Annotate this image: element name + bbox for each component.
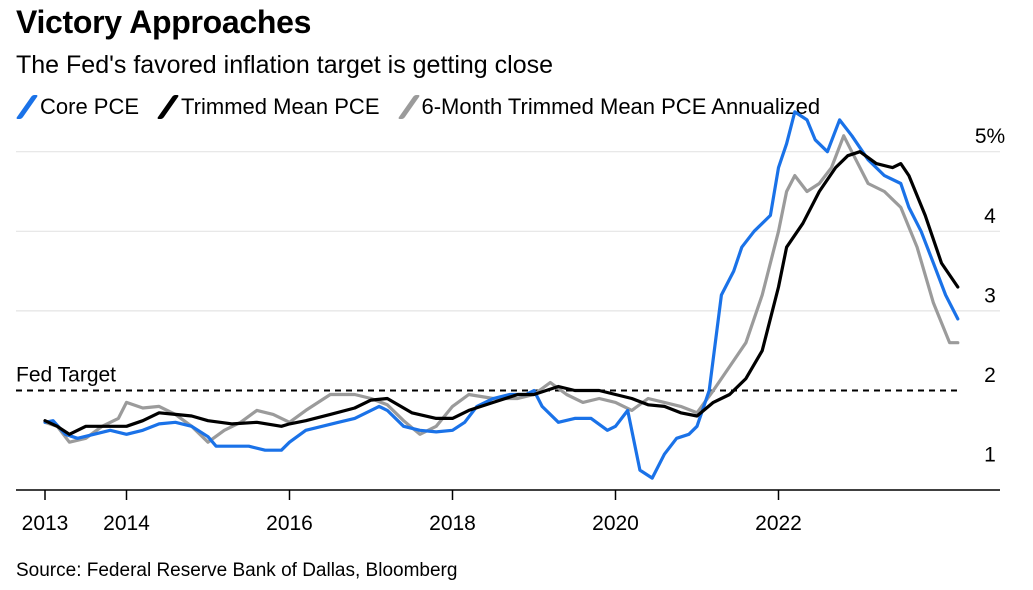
- gridlines: [16, 151, 1000, 312]
- legend: Core PCE Trimmed Mean PCE 6-Month Trimme…: [15, 92, 838, 122]
- chart-title: Victory Approaches: [16, 4, 312, 40]
- source-note: Source: Federal Reserve Bank of Dallas, …: [16, 560, 458, 581]
- fed-target-label: Fed Target: [16, 364, 116, 387]
- legend-label-trimmed-mean-pce: Trimmed Mean PCE: [181, 94, 380, 119]
- legend-item-trimmed-mean-pce: Trimmed Mean PCE: [156, 94, 380, 120]
- series-line-core-pce: [43, 110, 960, 480]
- chart-subtitle: The Fed's favored inflation target is ge…: [16, 51, 554, 79]
- legend-label-6-month-trimmed: 6-Month Trimmed Mean PCE Annualized: [421, 94, 821, 119]
- series-lines: [43, 110, 960, 480]
- legend-item-core-pce: Core PCE: [15, 94, 140, 120]
- legend-label-core-pce: Core PCE: [40, 94, 140, 119]
- x-tick-label-2018: 2018: [429, 512, 476, 535]
- x-tick-label-2016: 2016: [266, 512, 313, 535]
- series-line-trimmed-mean-pce: [43, 150, 960, 436]
- x-tick-label-2013: 2013: [22, 512, 69, 535]
- x-tick-label-2022: 2022: [755, 512, 802, 535]
- x-tick-label-2020: 2020: [592, 512, 639, 535]
- y-tick-label-1: 1: [984, 444, 996, 467]
- y-axis-ticks: 1 2 3 4 5%: [975, 125, 1005, 466]
- x-axis-ticks: 2013 2014 2016 2018 2020 2022: [22, 490, 802, 535]
- y-tick-label-5: 5%: [975, 125, 1005, 148]
- y-tick-label-2: 2: [984, 364, 996, 387]
- y-tick-label-3: 3: [984, 284, 996, 307]
- x-tick-label-2014: 2014: [103, 512, 150, 535]
- legend-item-6-month-trimmed: 6-Month Trimmed Mean PCE Annualized: [397, 94, 821, 120]
- y-tick-label-4: 4: [984, 205, 996, 228]
- fed-target-line-group: Fed Target: [16, 364, 962, 392]
